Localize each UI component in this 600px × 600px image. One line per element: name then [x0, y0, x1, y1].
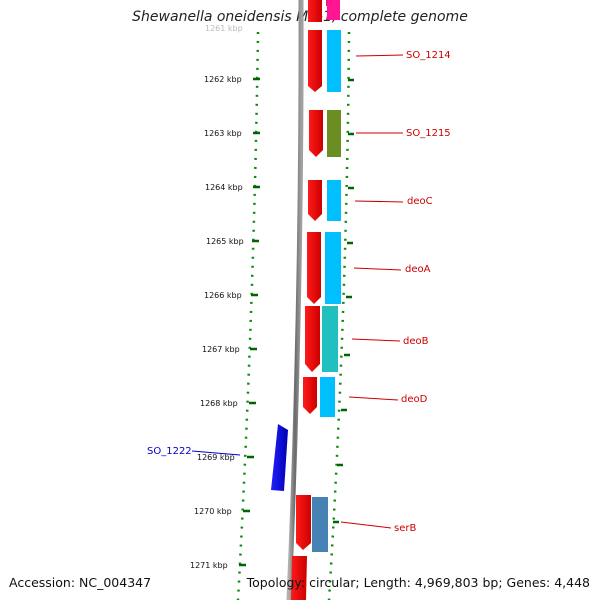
- gene-arrow-deoD: [303, 377, 317, 414]
- label-deoC: deoC: [407, 196, 433, 207]
- gene-arrow-deoC: [308, 180, 322, 221]
- kbp-label: 1263 kbp: [204, 129, 242, 138]
- label-deoB: deoB: [403, 336, 429, 347]
- leader-serB: [340, 521, 392, 529]
- label-so-1222: SO_1222: [147, 446, 192, 457]
- cog-box-serB: [312, 497, 328, 552]
- accession-text: Accession: NC_004347: [9, 575, 152, 590]
- leader-so-1222: [191, 450, 241, 456]
- kbp-label: 1265 kbp: [206, 237, 244, 246]
- gene-arrow-bottom: [291, 556, 307, 600]
- kbp-label: 1266 kbp: [204, 291, 242, 300]
- leader-deoD: [348, 396, 399, 401]
- leader-deoA: [353, 267, 402, 271]
- gene-arrow-so-1214: [308, 30, 322, 92]
- cog-box-deoB: [322, 306, 338, 372]
- label-deoD: deoD: [401, 394, 428, 405]
- leader-deoC: [354, 200, 404, 203]
- label-deoA: deoA: [405, 264, 431, 275]
- leader-deoB: [351, 338, 401, 342]
- kbp-label: 1270 kbp: [194, 507, 232, 516]
- label-serB: serB: [394, 523, 416, 534]
- gene-arrow-deoA: [307, 232, 321, 304]
- cog-box-so-1214: [327, 30, 341, 92]
- kbp-label: 1264 kbp: [205, 183, 243, 192]
- kbp-label-first: 1261 kbp: [205, 24, 243, 33]
- kbp-label: 1262 kbp: [204, 75, 242, 84]
- label-so-1215: SO_1215: [406, 128, 451, 139]
- label-so-1214: SO_1214: [406, 50, 451, 61]
- cog-box-top: [327, 0, 340, 20]
- gene-arrow-so-1222: [271, 424, 288, 491]
- leader-so-1214: [355, 54, 404, 57]
- kbp-label: 1268 kbp: [200, 399, 238, 408]
- kbp-label: 1271 kbp: [190, 561, 228, 570]
- cog-box-deoC: [327, 180, 341, 221]
- genome-backbone: [286, 0, 304, 600]
- inner-ring-guide: [236, 31, 260, 600]
- gene-fragment-red-top: [308, 0, 322, 22]
- cog-box-deoA: [325, 232, 341, 304]
- topology-text: Topology: circular; Length: 4,969,803 bp…: [246, 575, 590, 590]
- gene-arrow-so-1215: [309, 110, 323, 157]
- cog-box-so-1215: [327, 110, 341, 157]
- gene-arrow-deoB: [305, 306, 320, 372]
- gene-arrow-serB: [296, 495, 311, 550]
- kbp-label: 1267 kbp: [202, 345, 240, 354]
- kbp-label: 1269 kbp: [197, 453, 235, 462]
- kbp-scale: 1261 kbp 1262 kbp 1263 kbp 1264 kbp 1265 kb…: [190, 24, 354, 570]
- cog-box-deoD: [320, 377, 335, 417]
